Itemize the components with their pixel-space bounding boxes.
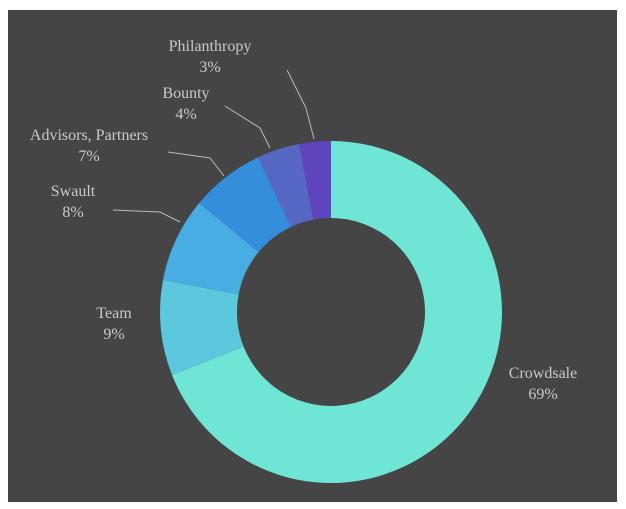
slice-label: Crowdsale: [509, 365, 577, 382]
slice-percent-label: 7%: [78, 148, 99, 165]
slice-label: Bounty: [162, 85, 209, 102]
slice-label: Philanthropy: [169, 38, 252, 55]
slice-label: Advisors, Partners: [30, 127, 148, 144]
leader-lines: [112, 69, 315, 223]
slice-percent-label: 9%: [103, 326, 124, 343]
slice-bounty[interactable]: [258, 144, 314, 227]
slice-label: Swault: [51, 183, 96, 200]
slice-label: Team: [96, 305, 132, 322]
slice-percent-label: 3%: [199, 59, 220, 76]
slice-percent-label: 8%: [62, 204, 83, 221]
leader-line: [167, 151, 225, 177]
leader-line: [286, 69, 315, 140]
slice-percent-label: 4%: [175, 106, 196, 123]
leader-line: [224, 105, 271, 149]
slice-labels: Crowdsale 69% Team 9% Swault 8% Advisors, Part…: [30, 38, 577, 403]
slice-swault[interactable]: [163, 203, 259, 295]
slice-advisors-partners[interactable]: [199, 157, 291, 253]
slice-philanthropy[interactable]: [298, 141, 331, 220]
donut-slices: [160, 141, 503, 483]
leader-line: [112, 209, 181, 223]
slice-crowdsale[interactable]: [172, 141, 503, 483]
slice-percent-label: 69%: [528, 386, 557, 403]
slice-team[interactable]: [160, 279, 244, 375]
